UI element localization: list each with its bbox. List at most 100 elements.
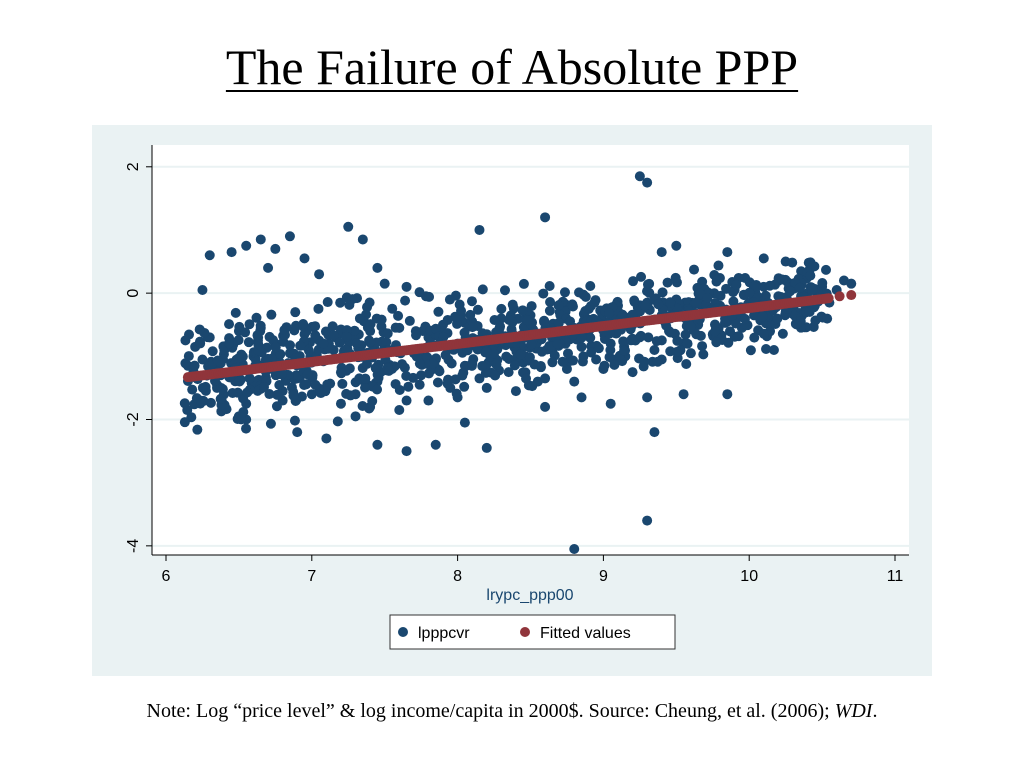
data-point — [540, 373, 551, 384]
data-point — [244, 319, 255, 330]
data-point — [192, 424, 203, 435]
data-point — [599, 360, 610, 371]
data-point — [559, 287, 570, 298]
data-point — [529, 359, 540, 370]
data-point — [414, 379, 425, 390]
data-point — [467, 358, 478, 369]
data-point — [322, 297, 333, 308]
data-point — [552, 339, 563, 350]
data-point — [605, 345, 616, 356]
data-point — [474, 224, 485, 235]
data-point — [791, 319, 802, 330]
data-point — [639, 356, 650, 367]
data-point — [244, 373, 255, 384]
data-point — [234, 321, 245, 332]
data-point — [777, 274, 788, 285]
data-point — [722, 389, 733, 400]
data-point — [794, 282, 805, 293]
data-point — [262, 353, 273, 364]
x-tick-label: 8 — [453, 568, 462, 585]
x-tick-label: 11 — [887, 568, 904, 585]
data-point — [822, 313, 833, 324]
data-point — [401, 446, 412, 457]
data-point — [270, 342, 281, 353]
data-point — [665, 346, 676, 357]
data-point — [526, 339, 537, 350]
data-point — [649, 345, 660, 355]
data-point — [327, 321, 338, 332]
data-point — [644, 287, 655, 298]
data-point — [682, 338, 693, 349]
data-point — [270, 243, 281, 254]
data-point — [628, 276, 639, 287]
data-point — [290, 307, 301, 318]
data-point — [285, 340, 296, 351]
data-point — [397, 359, 408, 370]
data-point — [416, 370, 427, 381]
data-point — [544, 305, 555, 316]
y-tick-label: -4 — [125, 539, 142, 553]
data-point — [557, 356, 568, 367]
data-point — [504, 314, 515, 325]
legend-box — [389, 614, 676, 650]
data-point — [442, 314, 453, 325]
data-point — [332, 416, 343, 427]
fitted-line — [182, 290, 857, 383]
data-point — [758, 253, 769, 264]
data-point — [310, 321, 321, 332]
legend: lpppcvr Fitted values — [389, 614, 676, 650]
data-point — [272, 389, 283, 400]
data-point — [310, 330, 321, 341]
data-point — [451, 388, 462, 399]
data-point — [387, 303, 398, 314]
data-point — [288, 390, 299, 401]
data-point — [522, 315, 533, 326]
data-point — [264, 389, 275, 400]
footnote-source-italic: WDI — [834, 700, 873, 722]
data-point — [361, 358, 372, 369]
data-point — [509, 360, 520, 371]
data-point — [517, 305, 528, 316]
data-point — [652, 356, 663, 367]
data-point — [372, 439, 383, 450]
data-point — [433, 306, 444, 317]
data-point — [189, 360, 200, 371]
data-point — [698, 349, 709, 360]
data-point — [360, 373, 371, 384]
data-point — [481, 382, 492, 393]
data-point — [491, 359, 502, 370]
data-point — [593, 343, 604, 354]
data-point — [197, 284, 208, 295]
data-point — [591, 354, 602, 365]
data-point — [618, 336, 629, 347]
data-point — [334, 337, 345, 348]
data-point — [817, 278, 828, 289]
data-point — [723, 337, 734, 348]
data-point — [335, 398, 346, 409]
data-point — [518, 278, 529, 289]
data-point — [180, 335, 191, 346]
data-point — [306, 389, 317, 400]
data-point — [672, 335, 683, 346]
data-point — [544, 281, 555, 292]
data-point — [576, 332, 587, 343]
data-point — [785, 286, 796, 297]
data-point — [205, 397, 216, 408]
data-point — [241, 423, 252, 434]
data-point — [251, 312, 262, 323]
data-point — [656, 247, 667, 258]
data-point — [238, 407, 249, 418]
data-point — [653, 299, 664, 310]
data-point — [764, 280, 775, 291]
data-point — [336, 368, 347, 379]
data-point — [360, 382, 371, 393]
data-point — [695, 288, 706, 299]
data-point — [626, 335, 637, 346]
data-point — [580, 306, 591, 317]
data-point — [351, 338, 362, 349]
data-point — [440, 350, 451, 361]
data-point — [585, 332, 596, 343]
axes: -4 -2 0 2 6 7 8 9 10 11 — [125, 145, 909, 585]
data-point — [318, 338, 329, 349]
data-point — [562, 348, 573, 359]
